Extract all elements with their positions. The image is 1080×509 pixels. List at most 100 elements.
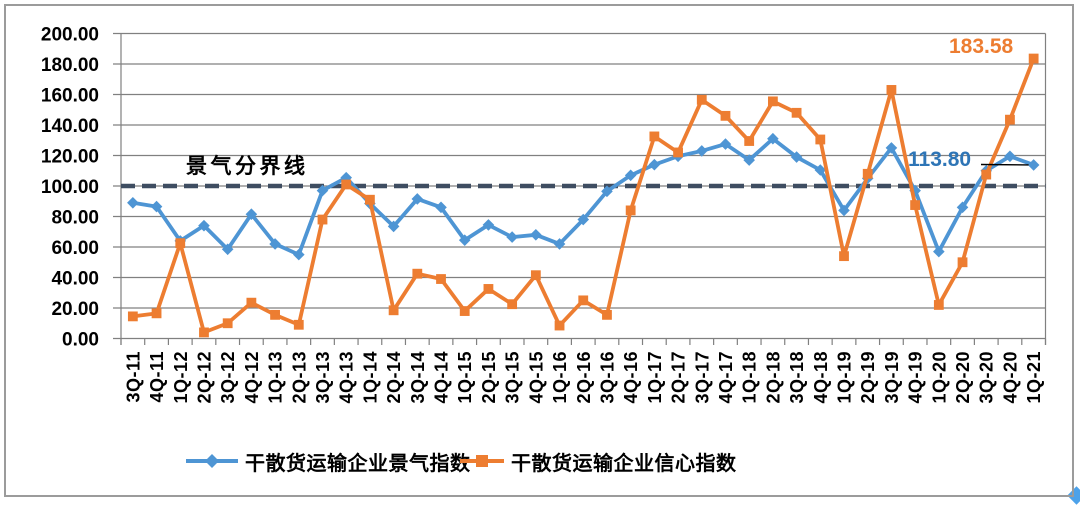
data-point-diamond [127,196,139,209]
x-tick-label: 1Q-17 [645,351,665,404]
annotation-prosperity-last: 113.80 [908,148,972,171]
legend-item-confidence[interactable]: 干散货运输企业信心指数 [460,448,737,475]
x-tick-label: 4Q-14 [432,351,452,404]
data-point-diamond [530,229,542,241]
diamond-line-marker-icon [186,454,238,468]
data-point-square [696,94,707,105]
x-tick-label: 3Q-11 [123,351,143,403]
data-point-square [767,96,778,107]
data-point-square [151,308,162,319]
data-point-square [673,147,683,158]
data-point-square [981,169,992,180]
data-point-square [199,327,209,338]
data-point-diamond [885,142,898,154]
y-tick-label: 120.00 [41,147,99,168]
data-point-diamond [790,151,803,163]
x-tick-label: 4Q-11 [147,351,167,403]
data-point-square [222,318,233,329]
data-point-diamond [767,132,779,145]
series-confidence-index [127,53,1039,338]
x-tick-label: 3Q-18 [787,351,807,404]
data-point-diamond [411,193,424,205]
data-point-diamond [695,145,708,157]
x-tick-label: 1Q-19 [835,351,855,404]
data-point-square [910,200,921,210]
data-point-diamond [435,201,447,214]
x-tick-label: 3Q-13 [313,351,333,404]
data-point-diamond [814,164,827,176]
data-point-diamond [506,231,518,243]
data-point-square [270,309,280,320]
x-tick-label: 2Q-13 [289,351,309,404]
data-point-diamond [1004,150,1016,163]
x-tick-label: 2Q-14 [384,351,404,404]
boundary-line-label: 景气分界线 [186,155,309,178]
data-point-diamond [316,184,329,197]
data-point-diamond [719,138,732,150]
x-tick-label: 1Q-14 [360,351,380,404]
x-tick-label: 3Q-16 [597,351,617,404]
data-point-diamond [340,171,352,184]
data-point-square [554,320,565,331]
data-point-diamond [458,234,471,246]
x-tick-label: 4Q-18 [811,351,831,404]
data-point-diamond [292,248,305,261]
data-point-square [127,311,138,322]
x-tick-label: 3Q-15 [503,351,523,404]
data-point-square [412,268,423,279]
data-point-square [625,205,636,216]
data-point-square [246,297,257,308]
data-point-square [436,274,446,284]
data-point-square [815,134,826,145]
data-point-square [649,131,660,142]
x-tick-label: 2Q-15 [479,351,499,404]
x-tick-label: 4Q-13 [337,351,357,404]
data-point-square [791,107,802,118]
data-point-square [341,179,352,190]
square-line-marker-icon [460,455,504,467]
data-point-diamond [743,154,755,166]
x-tick-label: 2Q-16 [574,351,594,404]
data-point-square [720,110,731,121]
data-point-diamond [956,201,969,214]
data-point-square [886,85,897,95]
y-tick-label: 140.00 [41,116,99,137]
legend-label-confidence: 干散货运输企业信心指数 [511,452,737,475]
x-tick-label: 3Q-17 [692,351,712,404]
data-point-square [388,305,399,316]
data-point-diamond [221,243,234,256]
legend-label-prosperity: 干散货运输企业景气指数 [245,452,471,475]
x-tick-label: 1Q-20 [929,351,949,404]
x-tick-label: 2Q-17 [669,351,689,404]
data-point-square [317,214,328,225]
data-point-square [459,306,470,316]
data-point-square [293,319,304,330]
data-point-diamond [269,238,281,250]
data-point-square [1028,53,1039,64]
data-point-square [1005,114,1015,125]
data-point-square [530,270,541,281]
x-tick-label: 4Q-19 [906,351,926,404]
data-point-diamond [245,208,258,221]
y-tick-label: 20.00 [51,299,99,320]
x-tick-label: 2Q-18 [763,351,783,404]
x-tick-label: 4Q-12 [242,351,262,404]
data-point-diamond [933,245,945,258]
y-tick-label: 80.00 [51,208,99,229]
data-point-square [839,251,849,262]
data-point-diamond [553,238,566,250]
data-point-diamond [624,169,637,182]
data-point-diamond [648,158,661,171]
x-tick-label: 4Q-17 [716,351,736,404]
data-point-diamond [577,213,590,226]
x-tick-label: 3Q-19 [882,351,902,404]
legend-item-prosperity[interactable]: 干散货运输企业景气指数 [186,448,471,475]
x-tick-label: 2Q-12 [194,351,214,404]
data-point-diamond [838,204,850,217]
x-tick-label: 4Q-20 [1000,351,1020,404]
data-point-square [933,300,944,310]
y-tick-label: 180.00 [41,55,99,76]
data-point-diamond [150,200,163,213]
y-tick-label: 160.00 [41,86,99,107]
